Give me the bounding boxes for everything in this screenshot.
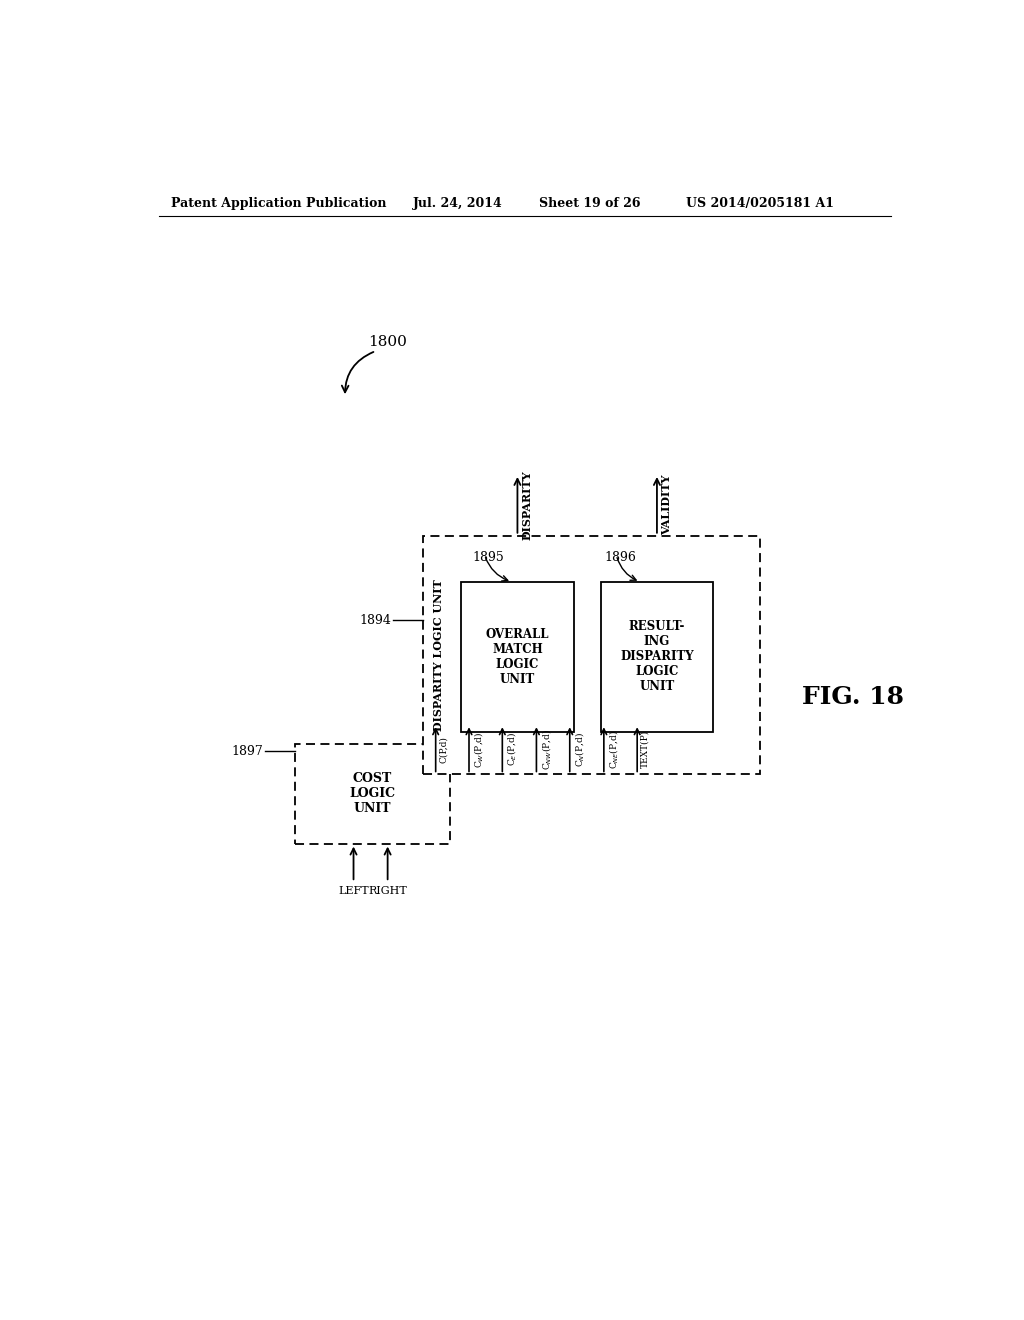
Text: FIG. 18: FIG. 18 [802,685,904,709]
Text: US 2014/0205181 A1: US 2014/0205181 A1 [686,197,834,210]
Text: OVERALL
MATCH
LOGIC
UNIT: OVERALL MATCH LOGIC UNIT [485,628,549,686]
Text: 1800: 1800 [369,335,408,350]
Text: C(P,d): C(P,d) [438,737,447,763]
Text: C$_{NW}$(P,d): C$_{NW}$(P,d) [540,729,553,770]
Text: RESULT-
ING
DISPARITY
LOGIC
UNIT: RESULT- ING DISPARITY LOGIC UNIT [621,620,693,693]
Text: RIGHT: RIGHT [369,886,407,896]
Bar [601,582,713,733]
Text: Patent Application Publication: Patent Application Publication [171,197,386,210]
Text: C$_W$(P,d): C$_W$(P,d) [472,731,485,768]
Text: 1894: 1894 [359,614,391,627]
Text: DISPARITY LOGIC UNIT: DISPARITY LOGIC UNIT [432,579,443,731]
Text: DISPARITY: DISPARITY [521,470,532,540]
Text: Jul. 24, 2014: Jul. 24, 2014 [414,197,503,210]
Bar [423,536,760,775]
Text: Sheet 19 of 26: Sheet 19 of 26 [539,197,640,210]
Text: VALIDITY: VALIDITY [660,475,672,535]
Text: 1897: 1897 [231,744,263,758]
Text: 1895: 1895 [473,552,505,564]
Text: LEFT: LEFT [338,886,369,896]
Text: TEXT(P): TEXT(P) [640,730,649,768]
Text: 1896: 1896 [604,552,637,564]
Bar [295,743,450,843]
Text: C$_E$(P,d): C$_E$(P,d) [506,733,518,767]
Text: COST
LOGIC
UNIT: COST LOGIC UNIT [349,772,395,816]
Text: C$_N$(P,d): C$_N$(P,d) [572,731,586,767]
Text: C$_{NE}$(P,d): C$_{NE}$(P,d) [607,730,620,768]
Bar [461,582,573,733]
